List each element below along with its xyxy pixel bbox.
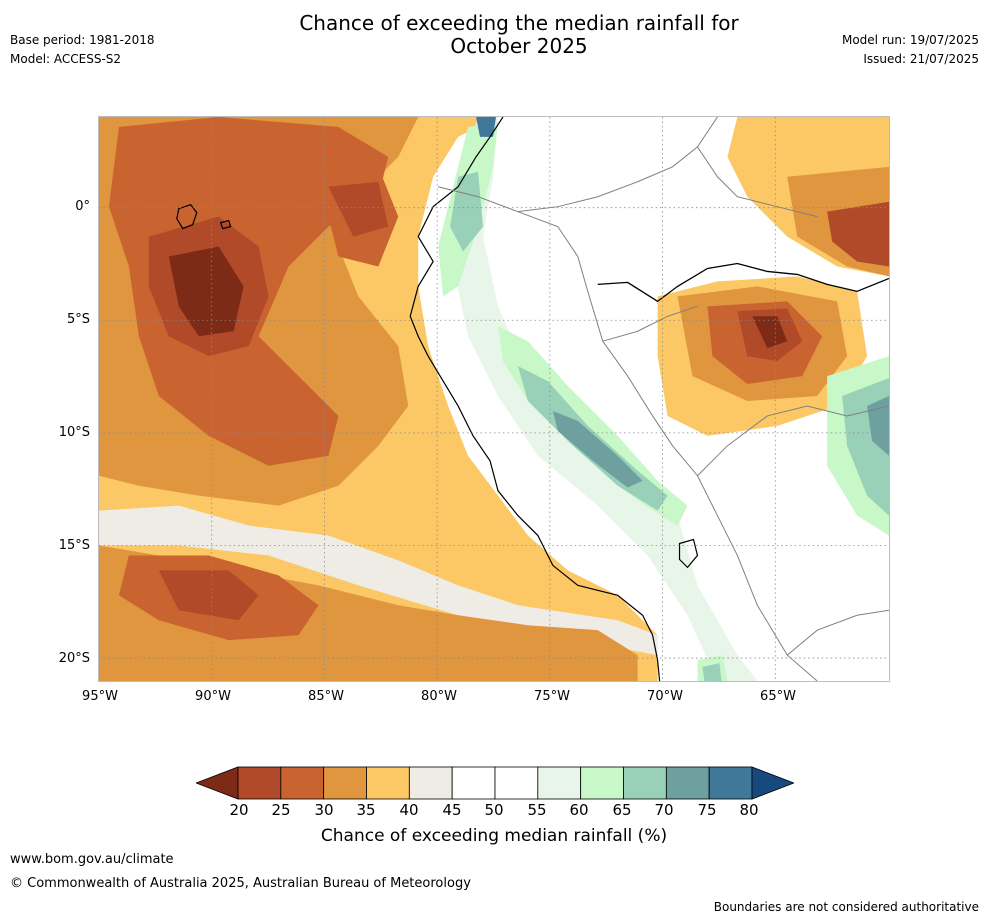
coastline — [409, 117, 661, 681]
colorbar-cell — [237, 766, 282, 800]
copyright-text: © Commonwealth of Australia 2025, Austra… — [10, 876, 471, 891]
colorbar-cell — [366, 766, 410, 800]
rainfall-map — [98, 116, 890, 682]
colorbar-cell — [708, 766, 753, 800]
region-ocean-45-band — [99, 505, 658, 656]
title-line-2: October 2025 — [450, 34, 588, 58]
colorbar-cell — [408, 766, 453, 800]
colorbar-tick-20: 20 — [229, 801, 249, 819]
title-line-1: Chance of exceeding the median rainfall … — [299, 11, 739, 35]
lat-label-0: 0° — [75, 199, 90, 214]
river-line — [597, 262, 889, 303]
country-boundaries — [438, 117, 889, 681]
lake-titicaca — [678, 538, 699, 569]
colorbar-label: Chance of exceeding median rainfall (%) — [320, 826, 668, 846]
lon-label-65w: 65°W — [760, 689, 796, 704]
colorbar-tick-40: 40 — [399, 801, 419, 819]
model-run: Model run: 19/07/2025 — [841, 33, 979, 47]
colorbar-tick-55: 55 — [527, 801, 547, 819]
lat-label-10s: 10°S — [58, 425, 90, 440]
lon-label-80w: 80°W — [421, 689, 457, 704]
colorbar-tick-60: 60 — [569, 801, 589, 819]
colorbar-cell — [451, 766, 496, 800]
colorbar-tick-65: 65 — [612, 801, 632, 819]
region-andes-75-80 — [476, 117, 496, 137]
colorbar-cell — [280, 766, 325, 800]
galapagos-island-2 — [219, 219, 232, 230]
colorbar-tick-35: 35 — [356, 801, 376, 819]
lon-label-95w: 95°W — [82, 689, 118, 704]
colorbar-cell — [323, 766, 367, 800]
colorbar-extend-high — [751, 766, 794, 800]
lon-label-85w: 85°W — [308, 689, 344, 704]
colorbar — [196, 766, 794, 800]
lon-label-70w: 70°W — [647, 689, 683, 704]
lon-label-90w: 90°W — [195, 689, 231, 704]
lat-label-15s: 15°S — [58, 538, 90, 553]
colorbar-tick-45: 45 — [442, 801, 462, 819]
colorbar-tick-75: 75 — [697, 801, 717, 819]
region-south-65-70 — [702, 663, 722, 681]
graticule — [99, 117, 889, 681]
colorbar-extend-low — [196, 766, 239, 800]
colorbar-cell — [494, 766, 539, 800]
colorbar-tick-70: 70 — [654, 801, 674, 819]
colorbar-cell — [537, 766, 582, 800]
website-link[interactable]: www.bom.gov.au/climate — [10, 852, 174, 867]
issued-date: Issued: 21/07/2025 — [863, 52, 979, 66]
map-canvas — [99, 117, 889, 681]
region-ocean-below-20 — [168, 246, 244, 337]
region-ocean-20-25-b — [328, 181, 389, 237]
region-andes-70-75 — [552, 410, 643, 488]
colorbar-cell — [623, 766, 667, 800]
colorbar-tick-25: 25 — [271, 801, 291, 819]
lat-label-20s: 20°S — [58, 651, 90, 666]
galapagos-island-1 — [176, 203, 198, 230]
lon-label-75w: 75°W — [534, 689, 570, 704]
region-ne-20-25 — [827, 201, 889, 267]
colorbar-tick-30: 30 — [314, 801, 334, 819]
colorbar-tick-50: 50 — [484, 801, 504, 819]
colorbar-cell — [665, 766, 710, 800]
region-inland-below-20 — [752, 316, 788, 349]
region-coast-55-60 — [453, 117, 758, 681]
lat-label-5s: 5°S — [66, 312, 90, 327]
boundaries-disclaimer: Boundaries are not considered authoritat… — [713, 900, 979, 914]
base-period: Base period: 1981-2018 — [10, 33, 155, 47]
model-name: Model: ACCESS-S2 — [10, 52, 122, 66]
region-ocean-20-25-c — [158, 570, 259, 621]
colorbar-tick-80: 80 — [739, 801, 759, 819]
region-east-70-75 — [867, 396, 889, 456]
colorbar-cell — [580, 766, 624, 800]
map-title: Chance of exceeding the median rainfall … — [219, 12, 819, 58]
